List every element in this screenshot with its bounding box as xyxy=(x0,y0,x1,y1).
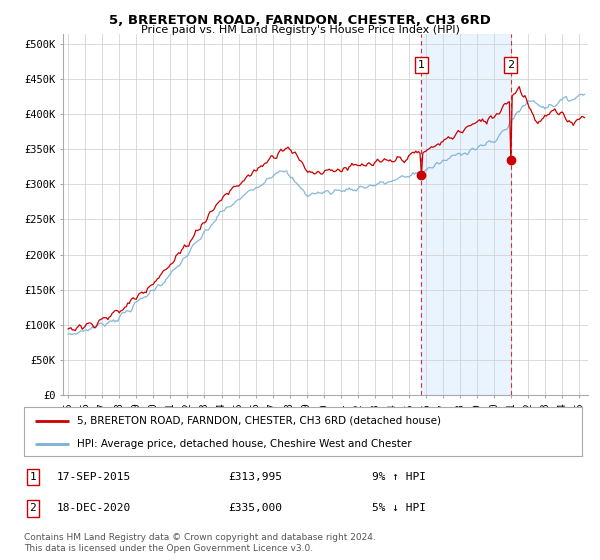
Text: 5, BRERETON ROAD, FARNDON, CHESTER, CH3 6RD: 5, BRERETON ROAD, FARNDON, CHESTER, CH3 … xyxy=(109,14,491,27)
Text: 18-DEC-2020: 18-DEC-2020 xyxy=(57,503,131,514)
Text: Price paid vs. HM Land Registry's House Price Index (HPI): Price paid vs. HM Land Registry's House … xyxy=(140,25,460,35)
Text: Contains HM Land Registry data © Crown copyright and database right 2024.
This d: Contains HM Land Registry data © Crown c… xyxy=(24,533,376,553)
Text: £335,000: £335,000 xyxy=(228,503,282,514)
Text: £313,995: £313,995 xyxy=(228,472,282,482)
Text: HPI: Average price, detached house, Cheshire West and Chester: HPI: Average price, detached house, Ches… xyxy=(77,438,412,449)
Text: 17-SEP-2015: 17-SEP-2015 xyxy=(57,472,131,482)
Text: 2: 2 xyxy=(507,60,514,70)
Text: 1: 1 xyxy=(418,60,425,70)
Text: 2: 2 xyxy=(29,503,37,514)
Text: 9% ↑ HPI: 9% ↑ HPI xyxy=(372,472,426,482)
Bar xyxy=(421,34,511,395)
Text: 5% ↓ HPI: 5% ↓ HPI xyxy=(372,503,426,514)
Text: 5, BRERETON ROAD, FARNDON, CHESTER, CH3 6RD (detached house): 5, BRERETON ROAD, FARNDON, CHESTER, CH3 … xyxy=(77,416,441,426)
Text: 1: 1 xyxy=(29,472,37,482)
